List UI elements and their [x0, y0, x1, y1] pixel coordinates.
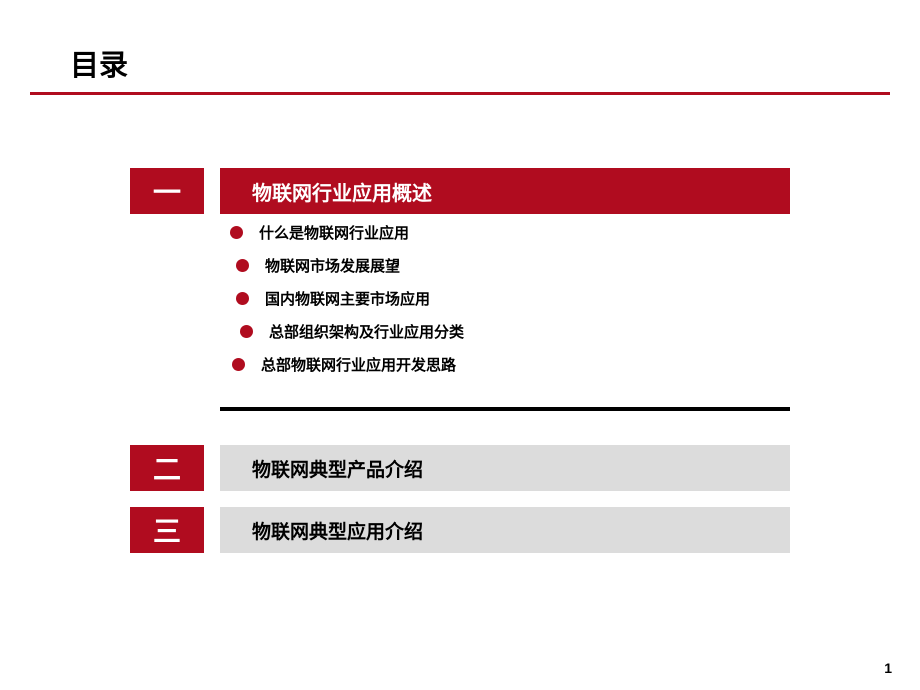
page-number: 1: [884, 660, 892, 676]
section-3-row: 三 物联网典型应用介绍: [130, 507, 790, 553]
bullet-item: 国内物联网主要市场应用: [236, 288, 790, 309]
bullet-dot-icon: [232, 358, 245, 371]
bullet-text: 总部物联网行业应用开发思路: [261, 354, 456, 375]
section-1-bullets: 什么是物联网行业应用 物联网市场发展展望 国内物联网主要市场应用 总部组织架构及…: [130, 222, 790, 375]
bullet-dot-icon: [240, 325, 253, 338]
bullet-text: 物联网市场发展展望: [265, 255, 400, 276]
bullet-dot-icon: [236, 259, 249, 272]
section-divider: [220, 407, 790, 411]
section-1-number: 一: [130, 168, 204, 214]
section-3-number: 三: [130, 507, 204, 553]
bullet-item: 什么是物联网行业应用: [230, 222, 790, 243]
bullet-item: 物联网市场发展展望: [236, 255, 790, 276]
bullet-dot-icon: [236, 292, 249, 305]
section-2-row: 二 物联网典型产品介绍: [130, 445, 790, 491]
section-2-title: 物联网典型产品介绍: [220, 445, 790, 491]
bullet-item: 总部物联网行业应用开发思路: [232, 354, 790, 375]
page-title: 目录: [70, 42, 128, 84]
section-3-title: 物联网典型应用介绍: [220, 507, 790, 553]
bullet-text: 国内物联网主要市场应用: [265, 288, 430, 309]
bullet-text: 总部组织架构及行业应用分类: [269, 321, 464, 342]
bullet-text: 什么是物联网行业应用: [259, 222, 409, 243]
bullet-dot-icon: [230, 226, 243, 239]
bullet-item: 总部组织架构及行业应用分类: [240, 321, 790, 342]
section-2-number: 二: [130, 445, 204, 491]
section-1-row: 一 物联网行业应用概述: [130, 168, 790, 214]
section-1-title: 物联网行业应用概述: [220, 168, 790, 214]
title-divider: [30, 92, 890, 95]
toc-content: 一 物联网行业应用概述 什么是物联网行业应用 物联网市场发展展望 国内物联网主要…: [130, 168, 790, 559]
